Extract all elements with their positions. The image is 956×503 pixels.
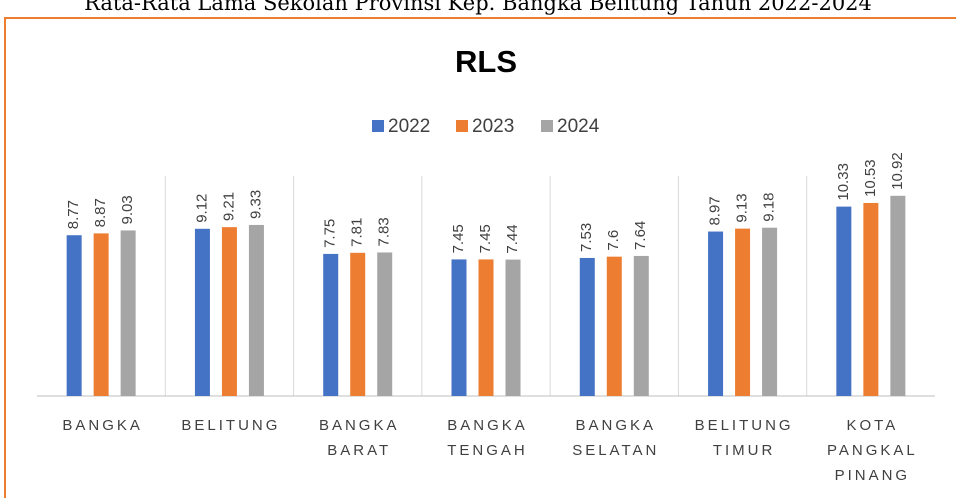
x-tick-label-line: TENGAH xyxy=(447,442,528,459)
data-label: 8.97 xyxy=(707,196,724,225)
x-tick-label: BANGKA SELATAN xyxy=(572,417,659,459)
x-tick-label: BANGKA xyxy=(62,417,143,434)
bar xyxy=(451,259,467,396)
data-label: 7.53 xyxy=(578,223,595,252)
x-tick-label-line: BANGKA xyxy=(447,417,528,434)
bar xyxy=(248,224,264,396)
legend-swatch xyxy=(541,120,553,132)
bar xyxy=(708,231,724,396)
x-tick-label-line: BANGKA xyxy=(576,417,657,434)
bar xyxy=(350,252,366,396)
bar xyxy=(836,206,852,396)
data-label: 8.87 xyxy=(92,198,109,227)
data-label: 9.12 xyxy=(193,194,210,223)
page-heading: Rata-Rata Lama Sekolah Provinsi Kep. Ban… xyxy=(84,0,872,15)
x-tick-label-line: BARAT xyxy=(327,442,391,459)
data-label: 7.45 xyxy=(477,224,494,253)
legend-swatch xyxy=(456,120,468,132)
data-label: 7.64 xyxy=(632,221,649,250)
data-label: 10.53 xyxy=(862,159,879,197)
data-label: 7.45 xyxy=(450,224,467,253)
data-label: 7.75 xyxy=(322,219,339,248)
x-tick-label-line: BANGKA xyxy=(319,417,400,434)
legend-label: 2024 xyxy=(557,116,600,137)
data-label: 7.83 xyxy=(376,217,393,246)
x-tick-label: BANGKA BARAT xyxy=(319,417,400,459)
data-label: 9.13 xyxy=(734,193,751,222)
bar xyxy=(194,228,210,396)
bar xyxy=(579,257,595,396)
bar xyxy=(323,253,339,396)
data-label: 7.6 xyxy=(605,230,622,251)
bar xyxy=(93,233,109,396)
bar xyxy=(478,259,494,396)
x-tick-label: KOTA PANGKAL PINANG xyxy=(827,417,918,484)
bar xyxy=(606,256,622,396)
x-tick-label-line: PINANG xyxy=(835,467,911,484)
data-label: 10.92 xyxy=(889,152,906,190)
bar xyxy=(863,202,879,396)
x-tick-label-line: TIMUR xyxy=(713,442,776,459)
x-tick-label-line: KOTA xyxy=(846,417,898,434)
x-tick-label-line: BANGKA xyxy=(62,417,143,434)
data-label: 9.33 xyxy=(247,190,264,219)
bar xyxy=(762,227,778,396)
data-label: 9.21 xyxy=(220,192,237,221)
chart-border xyxy=(4,17,956,503)
x-tick-label-line: BELITUNG xyxy=(181,417,280,434)
legend-label: 2023 xyxy=(472,116,514,137)
data-label: 9.03 xyxy=(119,195,136,224)
bar xyxy=(633,255,649,396)
x-tick-label: BANGKA TENGAH xyxy=(447,417,528,459)
x-tick-label: BELITUNG xyxy=(181,417,280,434)
legend-label: 2022 xyxy=(388,116,430,137)
x-tick-label-line: SELATAN xyxy=(572,442,659,459)
data-label: 7.44 xyxy=(504,224,521,253)
data-label: 8.77 xyxy=(65,200,82,229)
data-label: 7.81 xyxy=(349,218,366,247)
bar xyxy=(66,235,82,396)
bar xyxy=(221,227,237,396)
bar xyxy=(505,259,521,396)
data-label: 10.33 xyxy=(835,163,852,201)
chart-title: RLS xyxy=(455,44,517,79)
bar xyxy=(120,230,136,396)
data-label: 9.18 xyxy=(761,192,778,221)
bar xyxy=(890,195,906,396)
bar xyxy=(377,252,393,396)
legend-swatch xyxy=(372,120,384,132)
x-tick-label-line: PANGKAL xyxy=(827,442,918,459)
x-tick-label: BELITUNG TIMUR xyxy=(695,417,794,459)
x-tick-label-line: BELITUNG xyxy=(695,417,794,434)
bar xyxy=(735,228,751,396)
